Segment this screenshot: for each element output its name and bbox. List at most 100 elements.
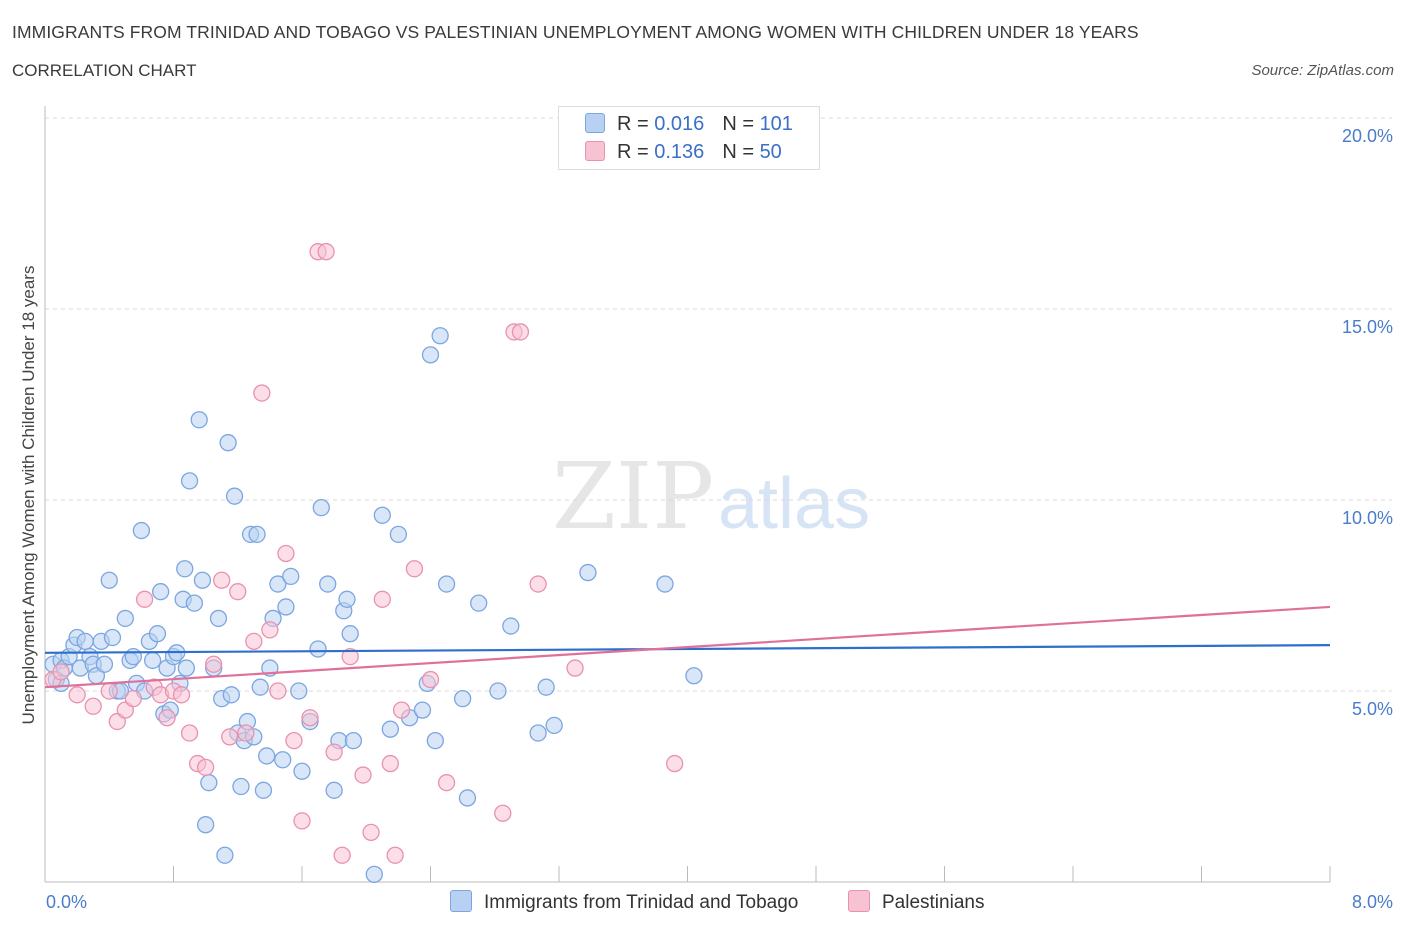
legend-n-label: N = (722, 141, 760, 163)
bottom-legend-label: Palestinians (882, 892, 985, 913)
legend-row-palestinians: R = 0.136 N = 50 (585, 141, 782, 164)
trend-lines (44, 605, 1331, 689)
legend-swatch-blue (585, 113, 605, 133)
data-point-immigrants (219, 434, 237, 452)
legend-r-label: R = (617, 113, 655, 135)
legend-swatch-pink (585, 141, 605, 161)
data-point-immigrants (341, 625, 359, 643)
data-point-immigrants (373, 506, 391, 524)
data-point-palestinians (566, 659, 584, 677)
data-point-palestinians (386, 846, 404, 864)
legend-row-immigrants: R = 0.016 N = 101 (585, 113, 793, 136)
data-point-palestinians (229, 583, 247, 601)
data-point-palestinians (245, 632, 263, 650)
data-point-immigrants (685, 667, 703, 685)
data-point-palestinians (317, 243, 335, 261)
data-point-immigrants (274, 751, 292, 769)
data-point-palestinians (381, 754, 399, 773)
data-point-palestinians (253, 384, 271, 402)
data-point-palestinians (158, 709, 176, 727)
data-point-immigrants (431, 327, 449, 345)
data-point-immigrants (176, 560, 194, 578)
data-point-immigrants (151, 583, 170, 601)
data-point-immigrants (269, 575, 287, 593)
data-point-immigrants (656, 575, 674, 593)
y-tick-label: 15.0% (1342, 317, 1393, 337)
data-point-palestinians (84, 697, 102, 715)
data-point-palestinians (511, 323, 530, 341)
data-point-palestinians (261, 621, 279, 639)
data-point-palestinians (135, 590, 154, 608)
grid-lines (45, 117, 1392, 692)
data-point-immigrants (529, 724, 547, 742)
chart-title: IMMIGRANTS FROM TRINIDAD AND TOBAGO VS P… (12, 22, 1139, 42)
data-point-immigrants (282, 567, 300, 586)
chart-subtitle: CORRELATION CHART (12, 61, 197, 80)
x-tick-label-min: 0.0% (46, 892, 87, 912)
x-tick-label-max: 8.0% (1352, 892, 1393, 912)
y-tick-label: 5.0% (1352, 699, 1393, 719)
data-point-palestinians (293, 812, 311, 830)
data-point-palestinians (333, 846, 351, 864)
data-point-palestinians (221, 728, 239, 746)
data-point-immigrants (545, 716, 563, 735)
data-point-immigrants (222, 686, 240, 704)
data-point-immigrants (254, 781, 273, 799)
data-point-immigrants (312, 498, 330, 517)
data-point-immigrants (579, 563, 597, 582)
data-point-immigrants (489, 682, 507, 700)
data-point-immigrants (95, 655, 114, 673)
data-point-immigrants (344, 732, 363, 750)
bottom-legend-label: Immigrants from Trinidad and Tobago (484, 892, 799, 913)
data-point-immigrants (190, 411, 208, 429)
data-point-immigrants (389, 525, 408, 544)
source-label: Source: ZipAtlas.com (1251, 62, 1394, 79)
data-point-immigrants (290, 682, 308, 700)
data-point-immigrants (365, 865, 383, 884)
stats-legend: R = 0.016 N = 101 R = 0.136 N = 50 (558, 106, 820, 170)
data-point-palestinians (362, 823, 380, 841)
axes (44, 106, 1331, 883)
data-point-immigrants (413, 701, 432, 719)
legend-n-value: 50 (759, 141, 782, 163)
data-point-immigrants (225, 487, 244, 505)
data-point-palestinians (180, 724, 199, 742)
data-point-palestinians (437, 774, 456, 792)
y-tick-label: 20.0% (1342, 126, 1393, 146)
data-point-immigrants (116, 609, 134, 628)
data-point-palestinians (269, 682, 287, 700)
data-point-immigrants (76, 632, 94, 650)
data-point-palestinians (529, 575, 547, 593)
data-point-palestinians (494, 804, 512, 822)
data-point-immigrants (309, 640, 327, 658)
data-point-immigrants (232, 777, 250, 796)
bottom-legend-swatch-pink (848, 890, 870, 912)
trend-line-palestinians (44, 605, 1331, 689)
data-point-immigrants (180, 472, 199, 490)
data-point-immigrants (470, 594, 488, 612)
y-tick-labels: 5.0% 10.0% 15.0% 20.0% (1342, 126, 1393, 719)
data-point-immigrants (103, 628, 122, 647)
data-point-immigrants (177, 659, 196, 677)
data-point-palestinians (277, 544, 295, 563)
data-point-immigrants (421, 346, 440, 364)
data-point-immigrants (325, 781, 343, 799)
data-point-immigrants (143, 651, 162, 670)
data-point-immigrants (319, 575, 337, 593)
watermark-zip: ZIP (552, 443, 714, 550)
data-point-immigrants (277, 598, 295, 616)
series-palestinians-points (44, 243, 684, 864)
data-point-palestinians (421, 670, 440, 689)
data-point-palestinians (213, 571, 231, 589)
data-point-palestinians (405, 560, 424, 578)
data-point-palestinians (392, 701, 411, 719)
data-point-immigrants (251, 678, 269, 696)
data-point-palestinians (196, 758, 215, 777)
data-point-immigrants (502, 617, 520, 635)
data-point-immigrants (196, 816, 215, 834)
data-point-immigrants (458, 789, 477, 807)
data-point-immigrants (293, 762, 311, 780)
data-point-palestinians (124, 689, 142, 708)
data-point-palestinians (100, 682, 118, 700)
